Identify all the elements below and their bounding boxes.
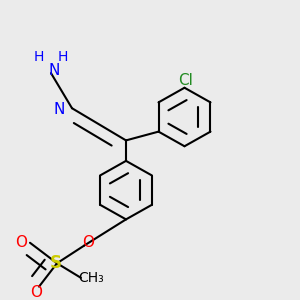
Text: O: O xyxy=(82,235,94,250)
Text: CH₃: CH₃ xyxy=(79,271,104,285)
Text: O: O xyxy=(30,285,42,300)
Text: H: H xyxy=(34,50,44,64)
Text: N: N xyxy=(53,102,64,117)
Text: S: S xyxy=(50,254,61,272)
Text: O: O xyxy=(15,235,27,250)
Text: Cl: Cl xyxy=(178,73,194,88)
Text: H: H xyxy=(58,50,68,64)
Text: N: N xyxy=(48,63,60,78)
